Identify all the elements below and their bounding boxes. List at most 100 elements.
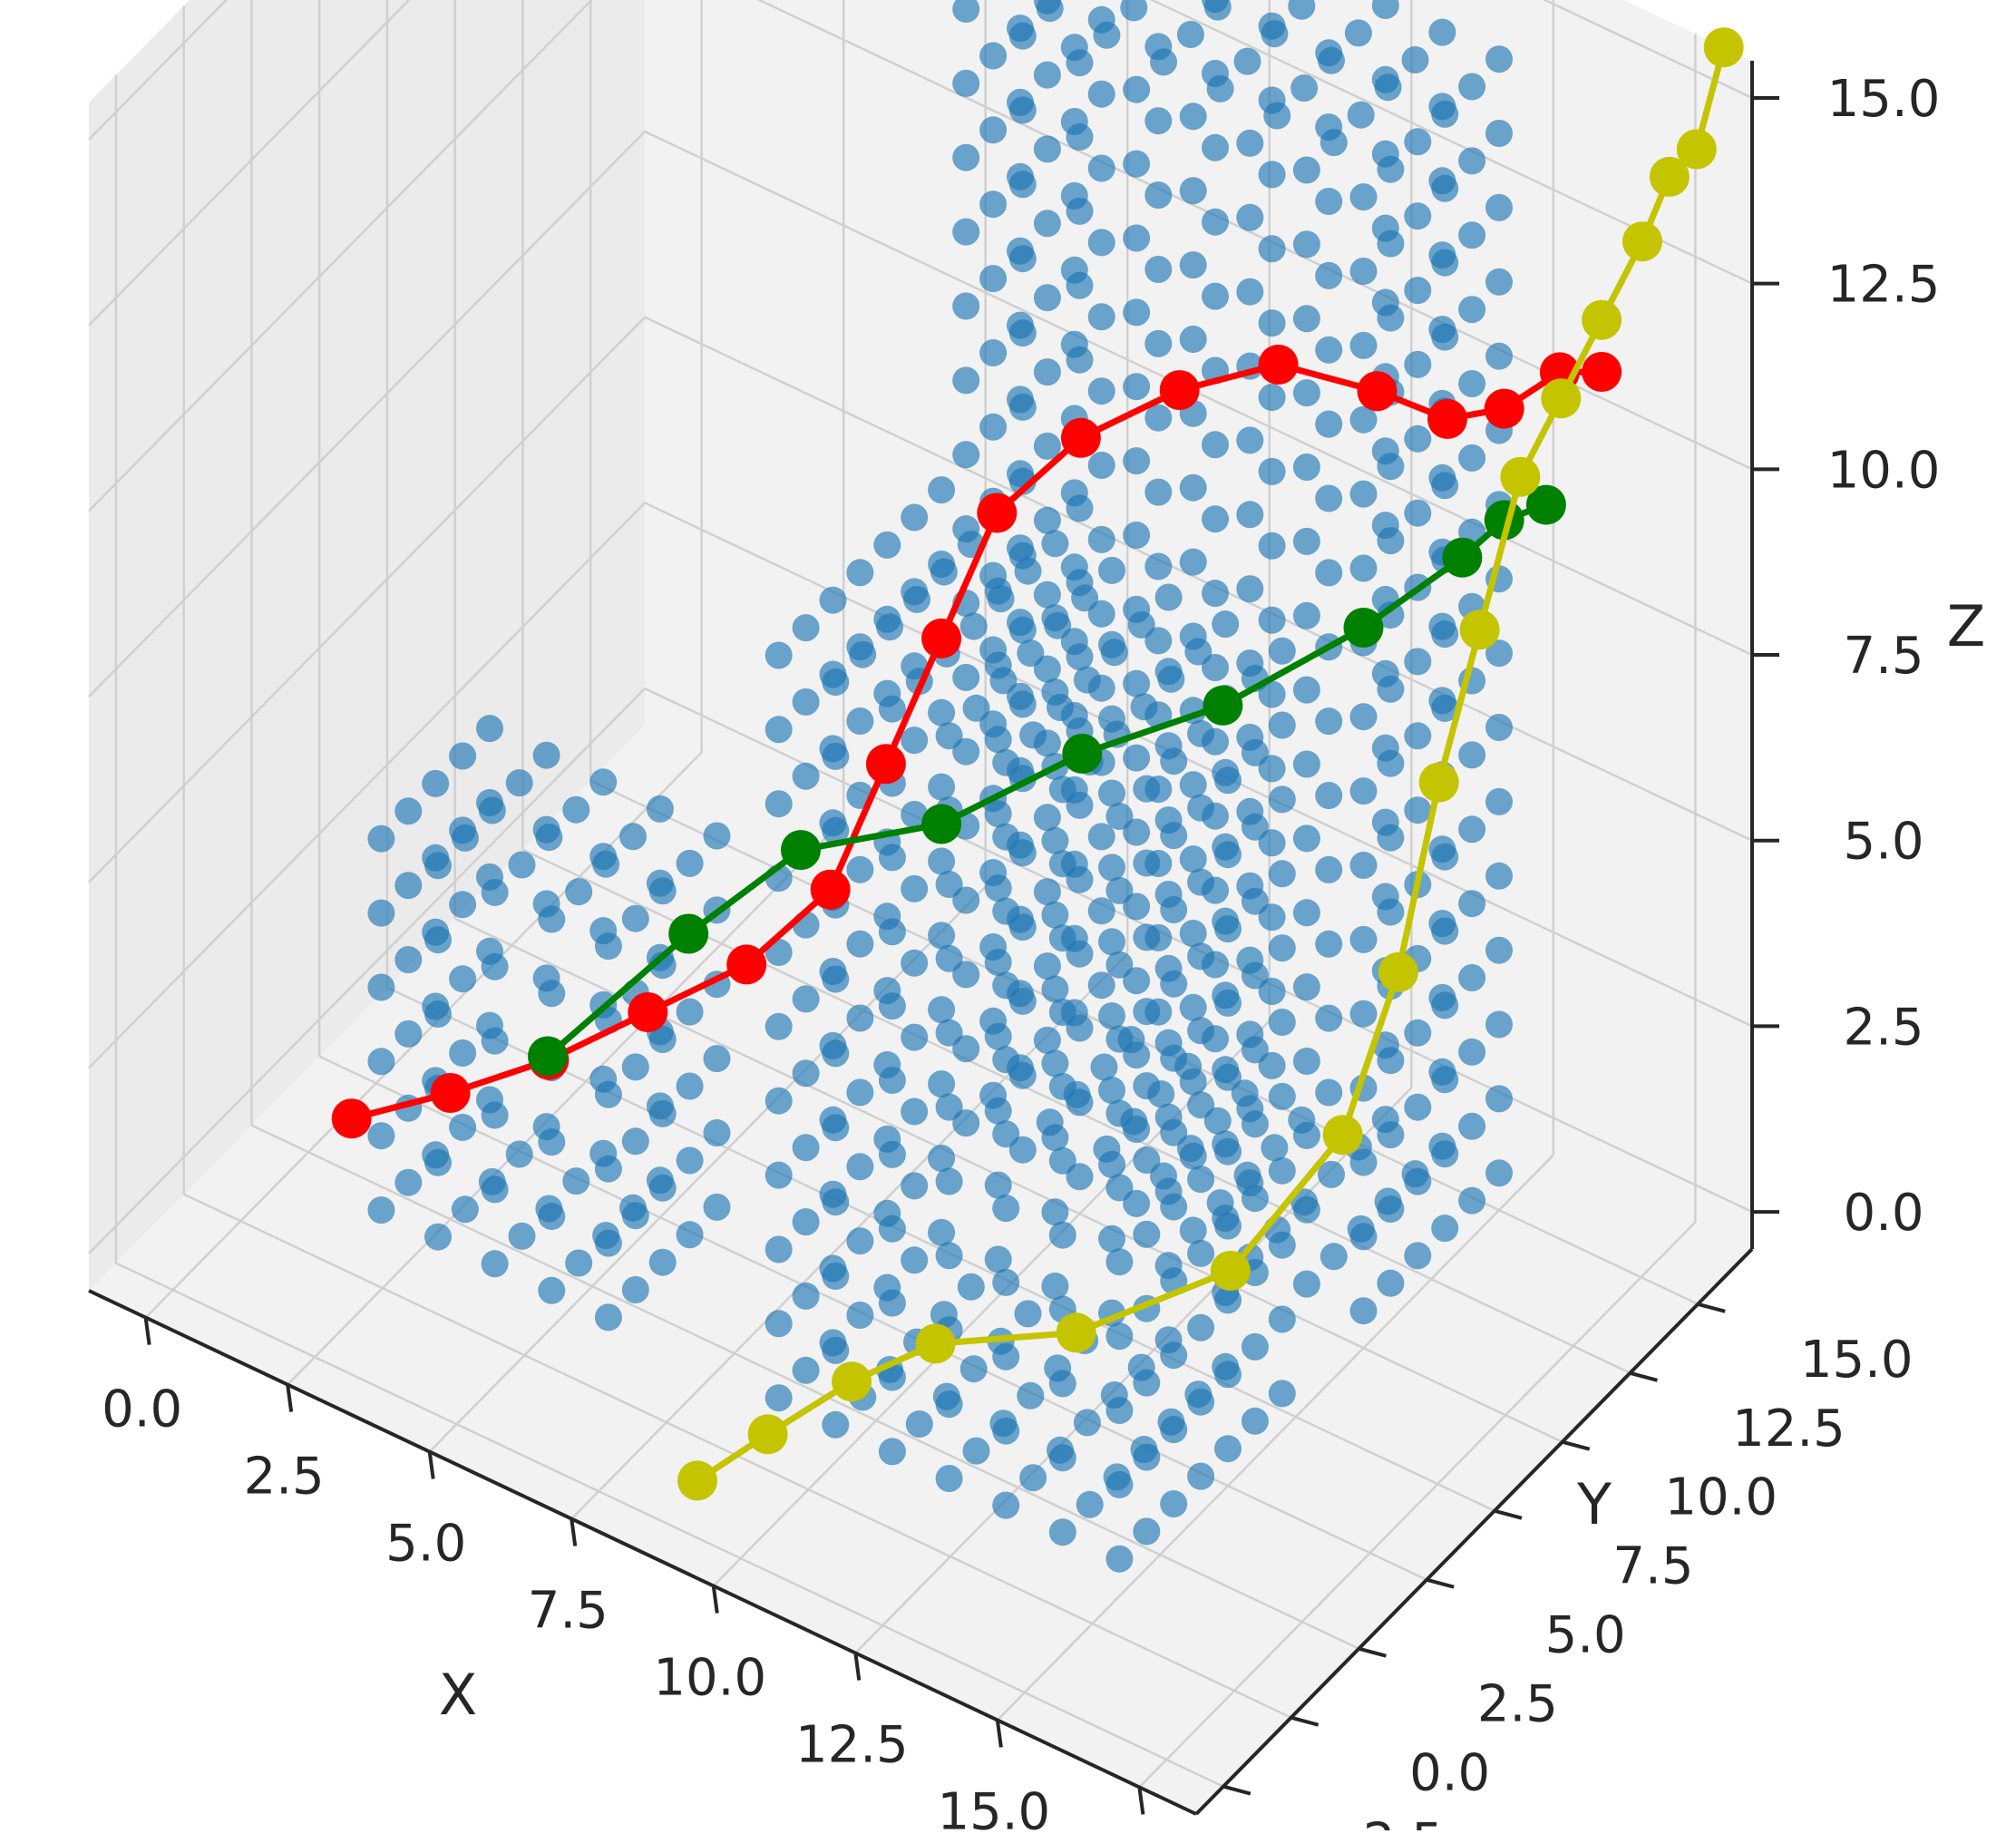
obstacle-point — [1431, 694, 1459, 722]
obstacle-point — [1292, 1121, 1320, 1149]
obstacle-point — [1268, 1009, 1296, 1036]
obstacle-point — [1014, 557, 1042, 585]
obstacle-point — [1160, 1490, 1188, 1517]
obstacle-point — [1268, 1082, 1296, 1110]
obstacle-point — [1431, 323, 1459, 351]
y-axis-label: Y — [1576, 1471, 1612, 1537]
obstacle-point — [935, 1019, 963, 1047]
obstacle-point — [1377, 1047, 1405, 1075]
obstacle-point — [930, 558, 958, 586]
obstacle-point — [1485, 936, 1513, 964]
obstacle-point — [1087, 971, 1115, 1000]
obstacle-point — [1485, 268, 1513, 296]
obstacle-point — [1087, 452, 1115, 479]
obstacle-point — [535, 824, 563, 852]
obstacle-point — [1485, 45, 1513, 73]
obstacle-point — [592, 850, 620, 878]
x-tick — [286, 1384, 294, 1412]
obstacle-point — [957, 1273, 985, 1301]
obstacle-point — [565, 1249, 593, 1277]
path-point-2 — [1541, 378, 1582, 419]
obstacle-point — [1258, 755, 1286, 783]
obstacle-point — [935, 1465, 963, 1492]
obstacle-point — [1033, 210, 1061, 238]
path-point-1 — [1062, 733, 1103, 774]
obstacle-point — [1292, 750, 1320, 778]
grid-line-z — [88, 0, 594, 512]
obstacle-point — [1236, 278, 1264, 306]
path-point-0 — [430, 1073, 471, 1113]
obstacle-point — [1160, 1416, 1188, 1444]
obstacle-point — [1048, 1444, 1076, 1472]
obstacle-point — [952, 366, 980, 395]
obstacle-point — [1404, 1019, 1432, 1047]
obstacle-point — [1033, 432, 1061, 460]
obstacle-point — [1315, 410, 1343, 438]
obstacle-point — [538, 1128, 566, 1156]
obstacle-point — [505, 1140, 533, 1168]
obstacle-point — [1179, 102, 1207, 131]
obstacle-point — [367, 1122, 395, 1150]
obstacle-point — [765, 1384, 793, 1412]
obstacle-point — [1485, 1085, 1513, 1113]
x-tick-label: 10.0 — [653, 1648, 766, 1707]
obstacle-point — [1187, 1388, 1215, 1416]
obstacle-point — [1048, 1370, 1076, 1398]
obstacle-point — [901, 874, 929, 902]
obstacle-point — [1404, 128, 1432, 156]
x-tick-label: 7.5 — [528, 1582, 609, 1641]
obstacle-point — [1404, 202, 1432, 230]
obstacle-point — [1377, 1195, 1405, 1223]
obstacle-point — [1160, 822, 1188, 850]
obstacle-point — [367, 1048, 395, 1076]
path-point-2 — [1676, 129, 1717, 170]
obstacle-point — [621, 1053, 649, 1081]
y-tick — [1697, 1302, 1726, 1313]
obstacle-point — [822, 1188, 850, 1216]
obstacle-point — [992, 1417, 1020, 1445]
obstacle-point — [481, 952, 509, 980]
obstacle-point — [1233, 47, 1261, 75]
obstacle-point — [878, 1363, 906, 1391]
obstacle-point — [1485, 639, 1513, 668]
obstacle-point — [928, 1145, 956, 1172]
obstacle-point — [1047, 694, 1074, 721]
obstacle-point — [1404, 350, 1432, 378]
obstacle-point — [979, 339, 1008, 366]
grid-line-x — [996, 1154, 1554, 1722]
obstacle-point — [846, 1227, 874, 1255]
obstacle-point — [1258, 235, 1286, 263]
obstacle-point — [1431, 174, 1459, 202]
obstacle-point — [1160, 1341, 1188, 1370]
obstacle-point — [1268, 1305, 1296, 1333]
x-axis-line — [88, 1289, 1197, 1816]
obstacle-point — [935, 1093, 963, 1121]
obstacle-point — [1258, 457, 1286, 485]
obstacle-point — [792, 1134, 820, 1162]
obstacle-point — [1133, 1517, 1161, 1546]
obstacle-point — [765, 716, 793, 744]
obstacle-point — [1292, 973, 1320, 1001]
obstacle-point — [1241, 1036, 1269, 1064]
obstacle-point — [1160, 1044, 1188, 1072]
obstacle-point — [703, 1193, 731, 1221]
path-point-1 — [1525, 484, 1566, 525]
obstacle-point — [1288, 0, 1316, 20]
y-tick-label: 5.0 — [1545, 1606, 1626, 1665]
obstacle-point — [1315, 484, 1343, 512]
obstacle-point — [424, 1000, 452, 1028]
obstacle-point — [1066, 643, 1094, 671]
obstacle-point — [1098, 928, 1125, 956]
obstacle-point — [1292, 601, 1320, 629]
obstacle-point — [1431, 249, 1459, 277]
obstacle-point — [878, 1215, 906, 1243]
obstacle-point — [1292, 899, 1320, 927]
obstacle-point — [878, 1438, 906, 1466]
obstacle-point — [1292, 379, 1320, 407]
obstacle-point — [822, 742, 850, 770]
obstacle-point — [1292, 824, 1320, 853]
obstacle-point — [1458, 296, 1486, 324]
obstacle-point — [989, 667, 1018, 695]
obstacle-point — [1241, 1407, 1269, 1435]
